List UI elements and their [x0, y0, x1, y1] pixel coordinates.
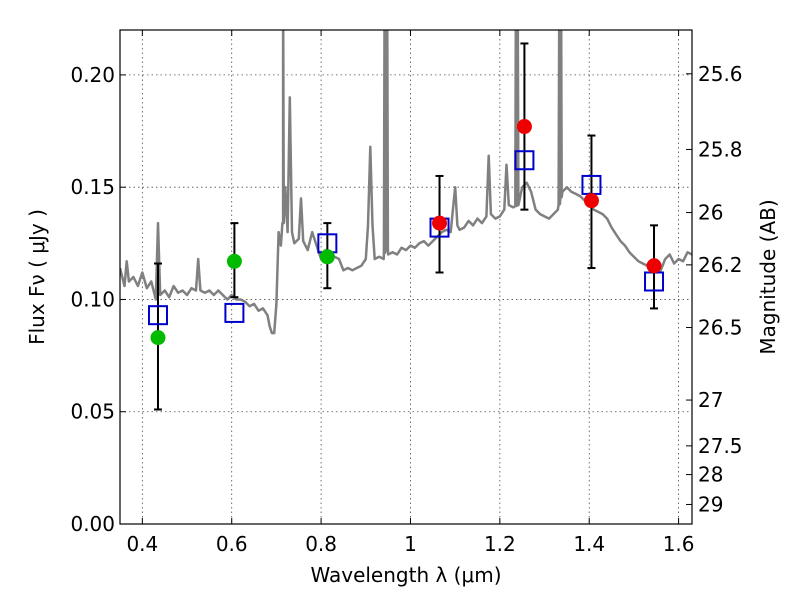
model-spectrum-line [120, 30, 692, 335]
y2-tick-label: 28 [698, 463, 723, 487]
model-photometry-square [224, 302, 245, 323]
axis-ticks: 0.4 0.6 0.8 1 1.2 1.4 1.6 0.00 0.05 0.10 0.15 0.20 2… [70, 30, 743, 556]
y2-tick-label: 25.6 [698, 62, 743, 86]
observed-point [319, 249, 335, 265]
observed-point [432, 215, 448, 231]
model-spectrum-layer [120, 30, 692, 335]
y2-tick-label: 27 [698, 388, 723, 412]
y2-tick-label: 25.8 [698, 137, 743, 161]
observed-point [646, 258, 662, 274]
y2-tick-label: 26 [698, 201, 723, 225]
y-tick-label: 0.20 [70, 63, 115, 87]
plot-frame [119, 29, 693, 525]
observed-point [226, 253, 242, 269]
x-tick-label: 0.4 [126, 532, 158, 556]
data-points-layer [147, 42, 665, 411]
y-tick-label: 0.05 [70, 400, 115, 424]
y-tick-label: 0.10 [70, 287, 115, 311]
x-tick-label: 0.6 [216, 532, 248, 556]
y-tick-label: 0.15 [70, 175, 115, 199]
y-tick-label: 0.00 [70, 512, 115, 536]
y-axis-label: Flux Fν ( μJy ) [25, 209, 49, 345]
x-tick-label: 1.4 [573, 532, 605, 556]
y2-axis-label: Magnitude (AB) [756, 199, 780, 354]
model-photometry-square [147, 305, 168, 326]
x-tick-label: 0.8 [305, 532, 337, 556]
x-tick-label: 1 [404, 532, 417, 556]
observed-point [583, 193, 599, 209]
y2-tick-label: 29 [698, 492, 723, 516]
y2-tick-label: 26.2 [698, 253, 743, 277]
x-tick-label: 1.2 [484, 532, 516, 556]
observed-point [516, 119, 532, 135]
grid-lines [120, 30, 692, 525]
x-axis-label: Wavelength λ (μm) [310, 563, 501, 587]
y2-tick-label: 27.5 [698, 434, 743, 458]
y2-tick-label: 26.5 [698, 316, 743, 340]
model-photometry-square [514, 150, 535, 171]
x-tick-label: 1.6 [663, 532, 695, 556]
observed-point [150, 330, 166, 346]
